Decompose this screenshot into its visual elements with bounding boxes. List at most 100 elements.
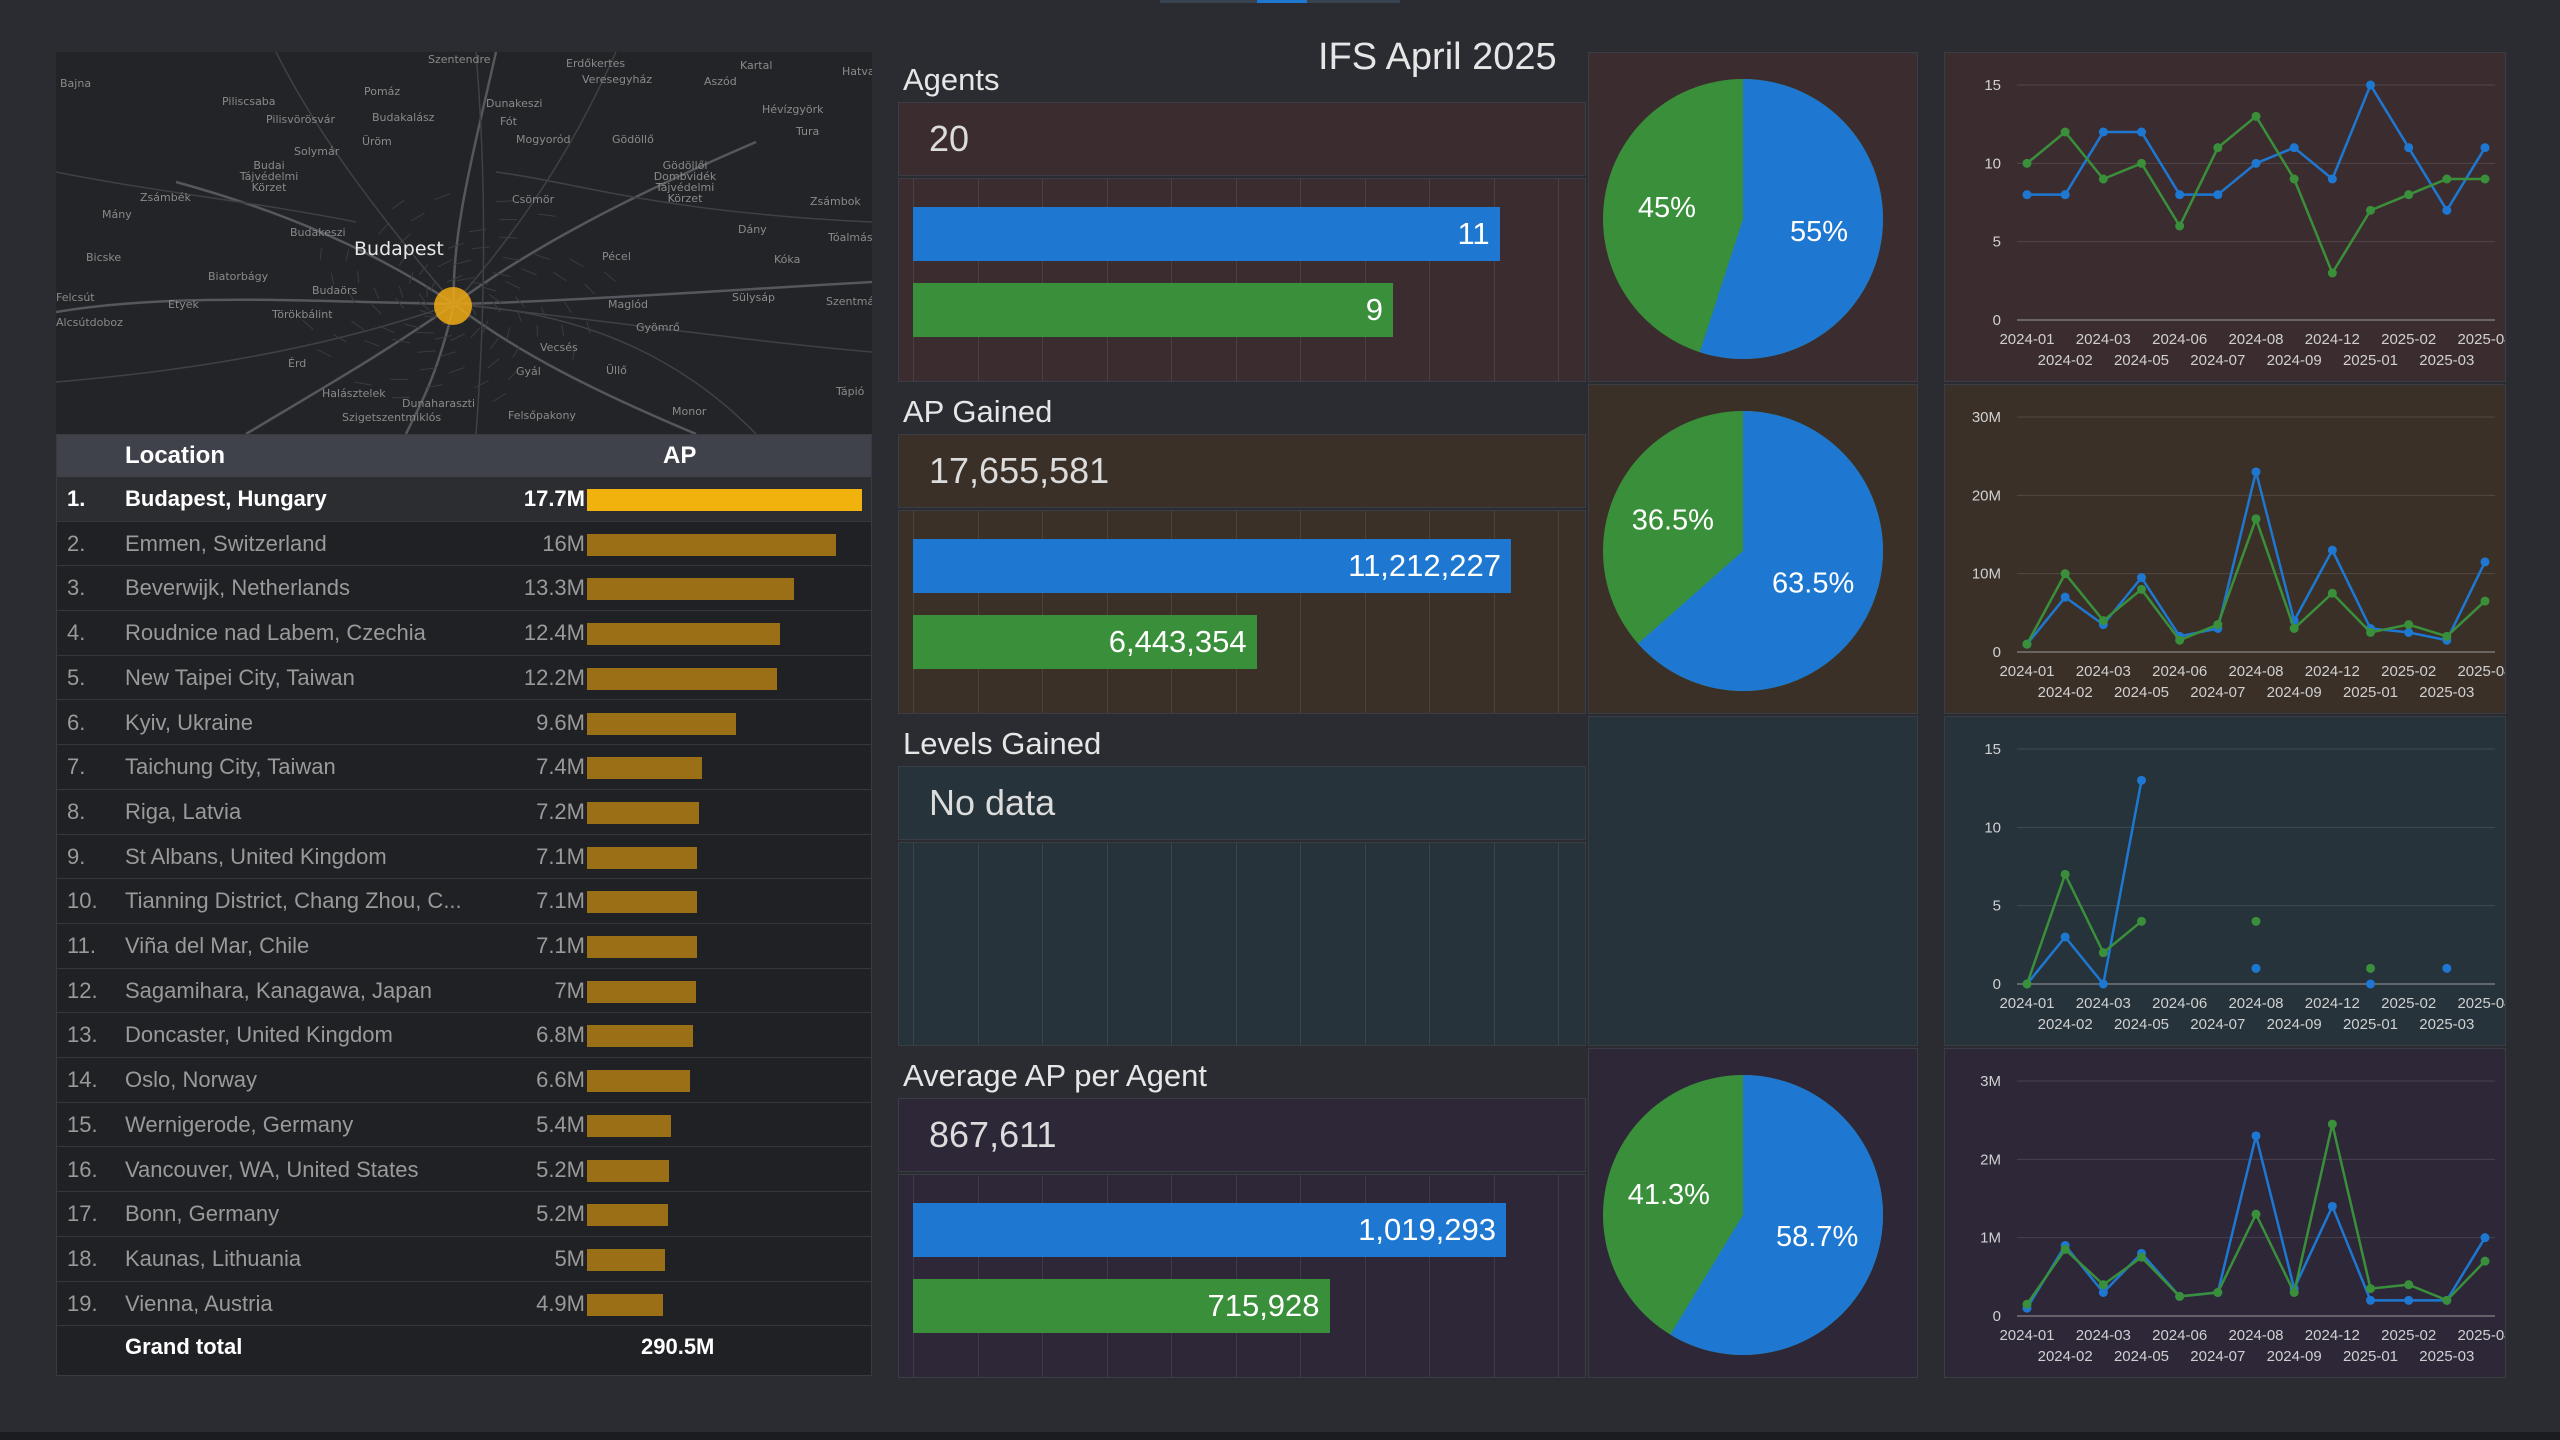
series-point-green[interactable] xyxy=(2137,1252,2146,1262)
series-point-green[interactable] xyxy=(2213,1288,2223,1297)
series-point-green[interactable] xyxy=(2060,1244,2070,1254)
series-point-green[interactable] xyxy=(2137,584,2146,594)
series-point-blue[interactable] xyxy=(2480,143,2490,153)
table-row[interactable]: 17. Bonn, Germany 5.2M xyxy=(57,1192,871,1237)
series-point-blue[interactable] xyxy=(2327,1201,2337,1211)
series-point-green[interactable] xyxy=(2366,205,2375,215)
series-point-green[interactable] xyxy=(2404,190,2414,200)
series-point-blue[interactable] xyxy=(2327,174,2337,184)
table-row[interactable]: 7. Taichung City, Taiwan 7.4M xyxy=(57,745,871,790)
table-row[interactable]: 10. Tianning District, Chang Zhou, C... 7.… xyxy=(57,879,871,924)
series-point-green[interactable] xyxy=(2289,624,2299,633)
table-row[interactable]: 12. Sagamihara, Kanagawa, Japan 7M xyxy=(57,969,871,1014)
table-row[interactable]: 18. Kaunas, Lithuania 5M xyxy=(57,1237,871,1282)
series-point-blue[interactable] xyxy=(2213,190,2223,200)
series-point-blue[interactable] xyxy=(2251,158,2261,168)
series-point-blue[interactable] xyxy=(2022,190,2032,200)
column-header-location[interactable]: Location xyxy=(125,442,225,469)
series-point-green[interactable] xyxy=(2022,1299,2032,1309)
series-point-blue[interactable] xyxy=(2251,1131,2261,1141)
table-row[interactable]: 3. Beverwijk, Netherlands 13.3M xyxy=(57,566,871,612)
series-point-green[interactable] xyxy=(2327,1119,2337,1129)
series-point-blue[interactable] xyxy=(2480,1233,2490,1243)
series-point-blue[interactable] xyxy=(2404,143,2414,153)
series-point-blue[interactable] xyxy=(2137,573,2146,583)
table-row[interactable]: 5. New Taipei City, Taiwan 12.2M xyxy=(57,656,871,701)
series-point-green[interactable] xyxy=(2060,569,2070,579)
bar-green[interactable]: 715,928 xyxy=(913,1279,1330,1333)
series-point-blue[interactable] xyxy=(2137,127,2146,137)
series-point-blue[interactable] xyxy=(2060,932,2070,942)
table-row[interactable]: 14. Oslo, Norway 6.6M xyxy=(57,1058,871,1103)
table-row[interactable]: 13. Doncaster, United Kingdom 6.8M xyxy=(57,1013,871,1059)
table-row[interactable]: 11. Viña del Mar, Chile 7.1M xyxy=(57,924,871,969)
series-point-green[interactable] xyxy=(2022,639,2032,649)
table-row[interactable]: 1. Budapest, Hungary 17.7M xyxy=(57,477,871,522)
series-point-blue[interactable] xyxy=(2098,127,2108,137)
series-point-blue[interactable] xyxy=(2137,775,2146,785)
series-point-green[interactable] xyxy=(2366,1284,2375,1294)
series-point-green[interactable] xyxy=(2213,143,2223,153)
series-point-green[interactable] xyxy=(2175,221,2185,231)
bar-blue[interactable]: 1,019,293 xyxy=(913,1203,1507,1257)
table-row[interactable]: 6. Kyiv, Ukraine 9.6M xyxy=(57,701,871,746)
series-point-blue[interactable] xyxy=(2251,467,2261,477)
series-point-green[interactable] xyxy=(2480,1256,2490,1266)
series-point-green[interactable] xyxy=(2442,631,2452,641)
table-row[interactable]: 8. Riga, Latvia 7.2M xyxy=(57,790,871,835)
series-point-green[interactable] xyxy=(2442,1295,2452,1305)
series-point-green[interactable] xyxy=(2098,948,2108,958)
series-point-green[interactable] xyxy=(2098,616,2108,626)
series-point-green[interactable] xyxy=(2137,158,2146,168)
series-point-green[interactable] xyxy=(2480,174,2490,184)
map-pin-budapest[interactable] xyxy=(434,287,472,325)
bar-green[interactable]: 9 xyxy=(913,283,1393,337)
series-point-green[interactable] xyxy=(2098,1280,2108,1290)
series-point-green[interactable] xyxy=(2289,174,2299,184)
series-point-blue[interactable] xyxy=(2098,979,2108,989)
bar-blue[interactable]: 11,212,227 xyxy=(913,539,1511,593)
series-point-blue[interactable] xyxy=(2366,1295,2375,1305)
series-point-blue[interactable] xyxy=(2442,963,2452,973)
series-point-green[interactable] xyxy=(2022,158,2032,168)
series-point-blue[interactable] xyxy=(2175,190,2185,200)
table-row[interactable]: 15. Wernigerode, Germany 5.4M xyxy=(57,1103,871,1148)
series-point-green[interactable] xyxy=(2289,1288,2299,1297)
series-point-green[interactable] xyxy=(2060,869,2070,879)
series-point-green[interactable] xyxy=(2404,620,2414,630)
series-point-blue[interactable] xyxy=(2366,80,2375,90)
series-point-green[interactable] xyxy=(2442,174,2452,184)
series-point-green[interactable] xyxy=(2022,979,2032,989)
series-point-blue[interactable] xyxy=(2327,545,2337,555)
map-view[interactable]: Budapest Szentendre Erdőkertes Kartal Hatva… xyxy=(56,52,872,434)
series-point-blue[interactable] xyxy=(2251,963,2261,973)
table-row[interactable]: 19. Vienna, Austria 4.9M xyxy=(57,1282,871,1327)
series-point-green[interactable] xyxy=(2366,963,2375,973)
series-point-green[interactable] xyxy=(2175,635,2185,645)
series-point-green[interactable] xyxy=(2175,1291,2185,1301)
series-point-blue[interactable] xyxy=(2098,1288,2108,1297)
table-row[interactable]: 16. Vancouver, WA, United States 5.2M xyxy=(57,1148,871,1193)
series-point-green[interactable] xyxy=(2251,916,2261,926)
series-point-green[interactable] xyxy=(2327,588,2337,598)
table-row[interactable]: 4. Roudnice nad Labem, Czechia 12.4M xyxy=(57,611,871,656)
series-point-blue[interactable] xyxy=(2404,627,2414,637)
series-point-green[interactable] xyxy=(2213,620,2223,630)
series-point-blue[interactable] xyxy=(2289,143,2299,153)
series-point-blue[interactable] xyxy=(2366,979,2375,989)
series-point-blue[interactable] xyxy=(2060,592,2070,602)
bar-blue[interactable]: 11 xyxy=(913,207,1500,261)
series-point-green[interactable] xyxy=(2251,514,2261,524)
series-point-green[interactable] xyxy=(2251,111,2261,121)
series-point-green[interactable] xyxy=(2060,127,2070,137)
table-row[interactable]: 2. Emmen, Switzerland 16M xyxy=(57,522,871,567)
table-row[interactable]: 9. St Albans, United Kingdom 7.1M xyxy=(57,835,871,880)
bar-green[interactable]: 6,443,354 xyxy=(913,615,1257,669)
series-point-green[interactable] xyxy=(2098,174,2108,184)
series-point-green[interactable] xyxy=(2480,596,2490,606)
series-point-green[interactable] xyxy=(2404,1280,2414,1290)
series-point-blue[interactable] xyxy=(2060,190,2070,200)
series-point-blue[interactable] xyxy=(2404,1295,2414,1305)
series-point-blue[interactable] xyxy=(2480,557,2490,567)
series-point-green[interactable] xyxy=(2327,268,2337,278)
